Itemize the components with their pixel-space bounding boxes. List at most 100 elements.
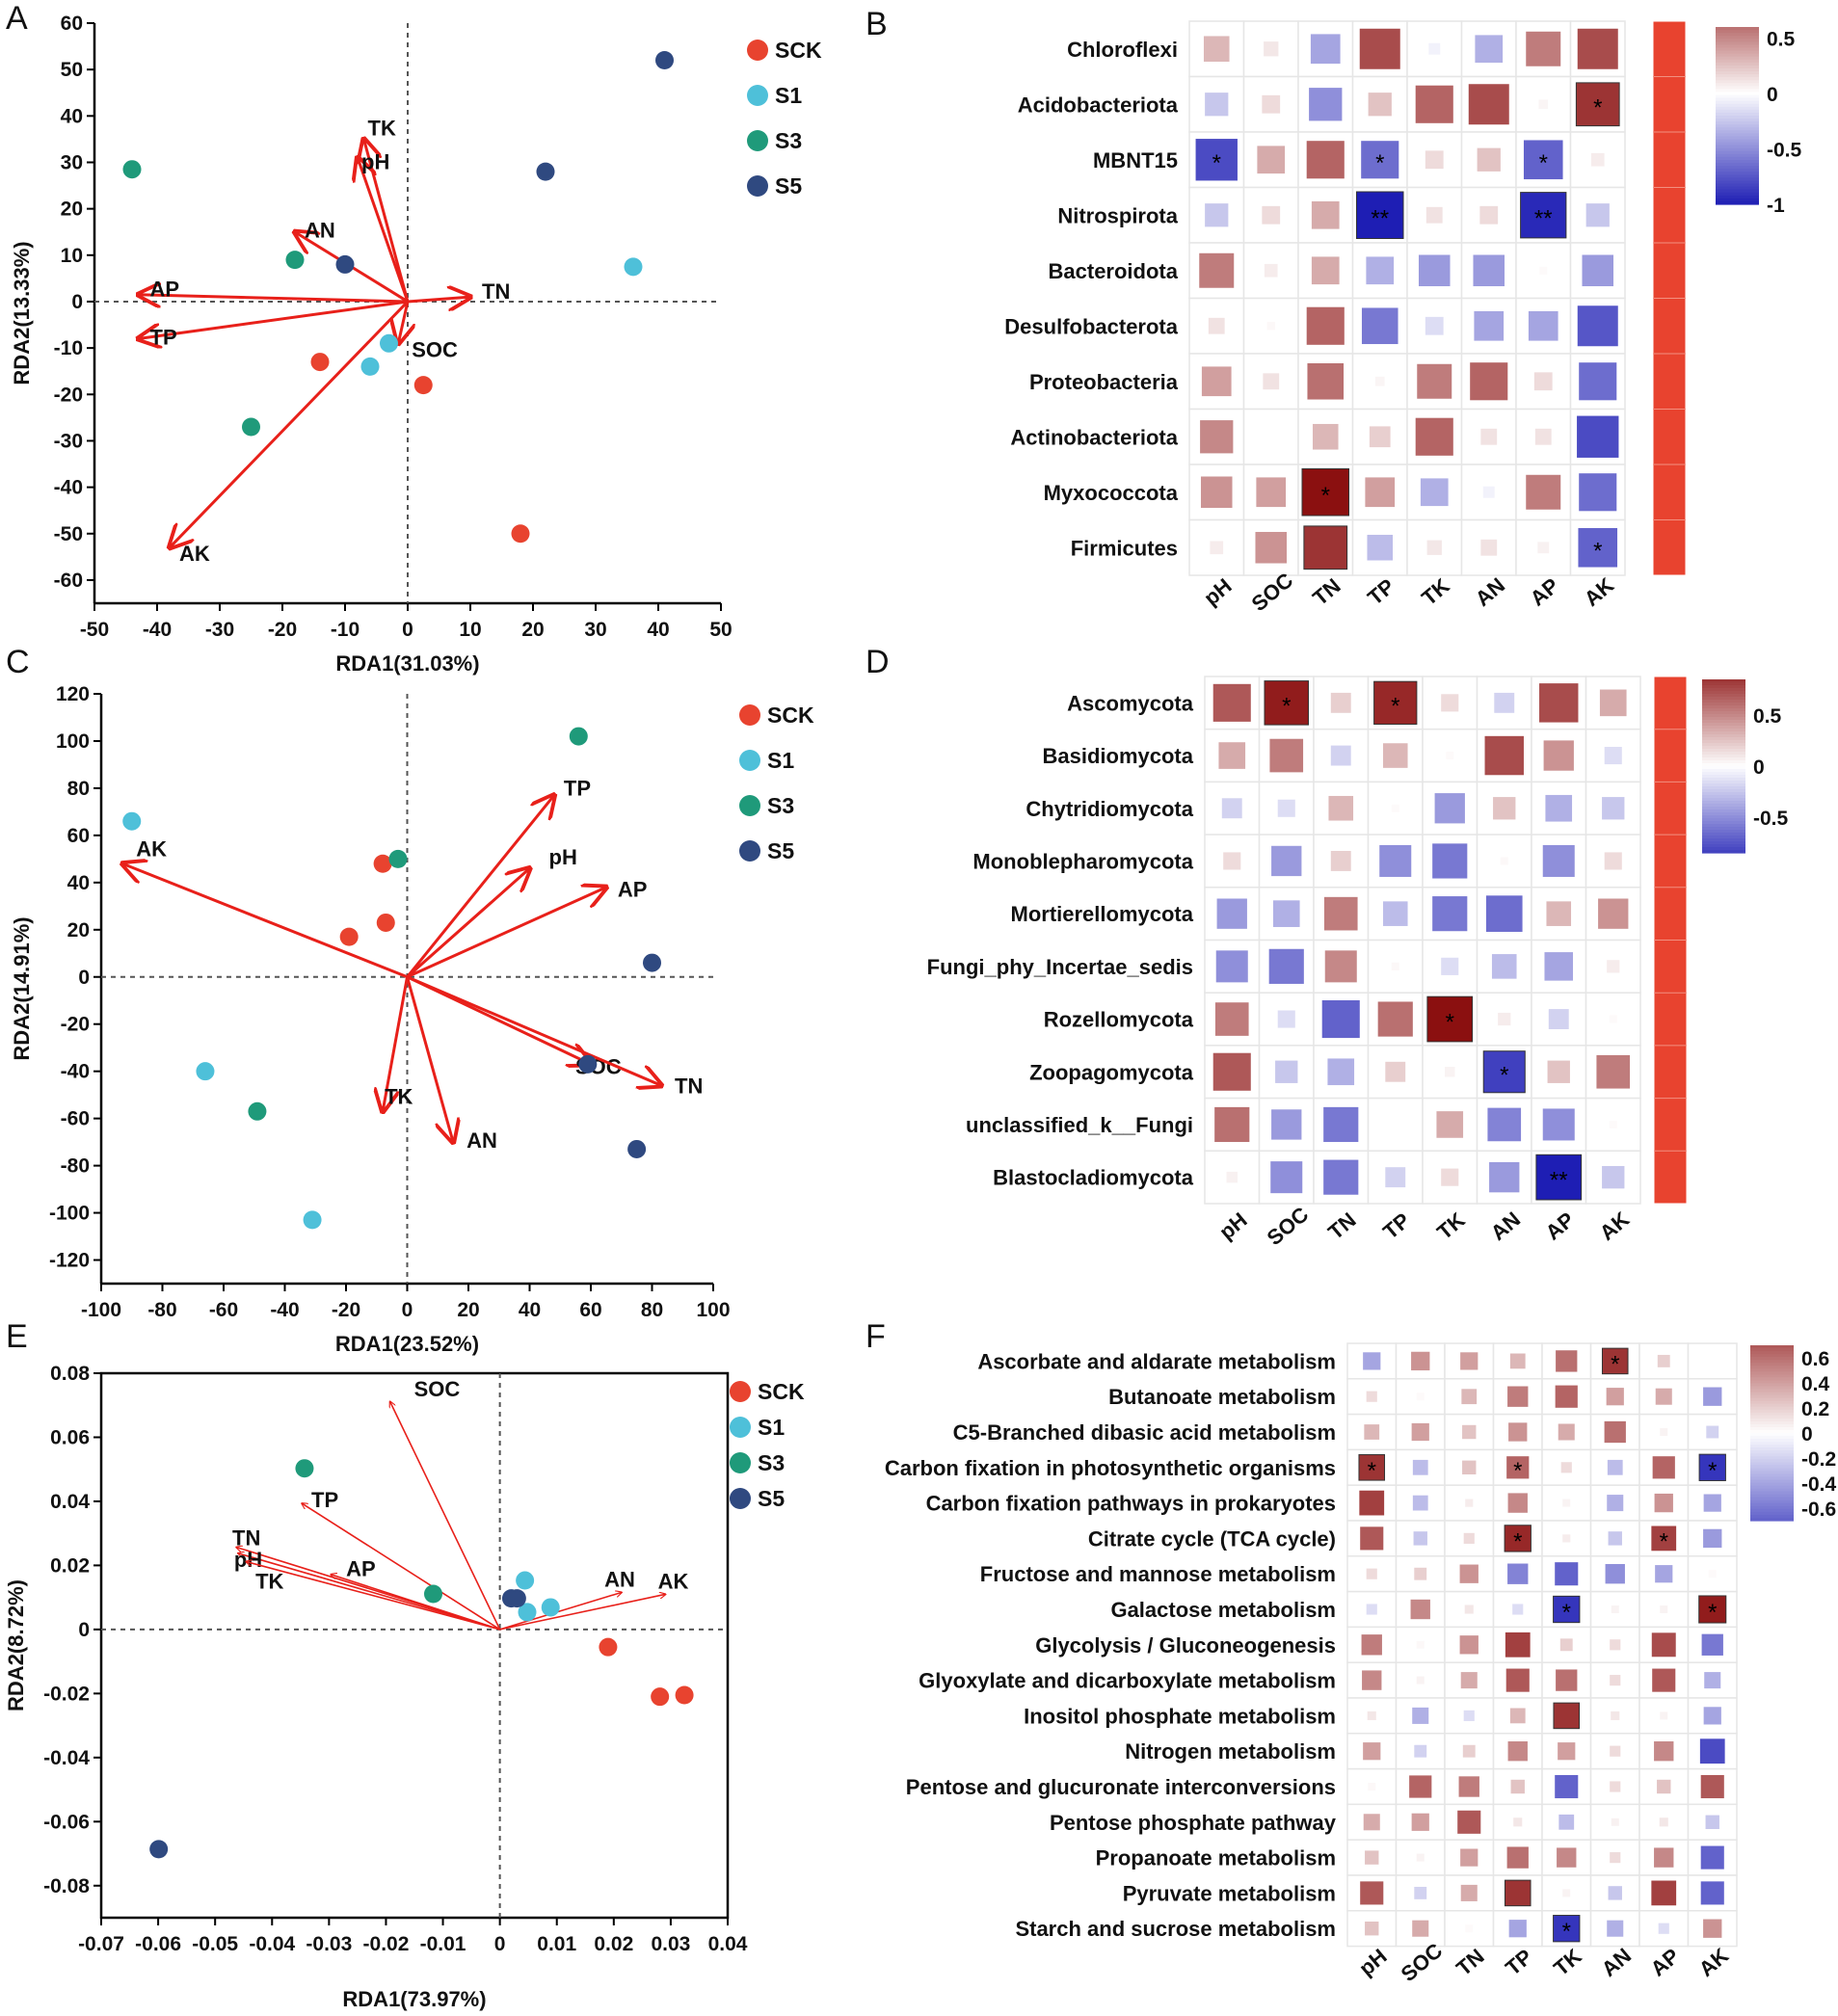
corr-square — [1474, 310, 1505, 341]
corr-square — [1477, 147, 1501, 172]
corr-square — [1505, 1631, 1531, 1658]
colorbar-tick-label: -0.4 — [1801, 1473, 1837, 1496]
corr-square — [1301, 468, 1349, 517]
significance-star: * — [1446, 1010, 1454, 1036]
corr-square — [1462, 1424, 1477, 1440]
heatmap-cell — [1687, 1342, 1738, 1380]
sample-point-s5 — [149, 1840, 169, 1859]
env-arrow-label: AK — [179, 542, 210, 566]
corr-square — [1585, 203, 1610, 227]
corr-square — [1508, 1422, 1528, 1442]
colorbar-segment — [1750, 1508, 1794, 1513]
colorbar-tick-label: 0.4 — [1801, 1373, 1830, 1395]
colorbar-segment — [1750, 1409, 1794, 1414]
significance-star: * — [1368, 1458, 1376, 1484]
corr-square — [1607, 1495, 1624, 1512]
colorbar-segment — [1716, 36, 1759, 40]
corr-square — [1271, 845, 1302, 877]
corr-square — [1485, 895, 1523, 932]
corr-square — [1203, 36, 1230, 63]
corr-square — [1699, 1738, 1725, 1764]
env-arrow-tn — [406, 975, 662, 1086]
env-arrow-tp — [302, 1503, 501, 1631]
colorbar-segment — [1716, 80, 1759, 84]
colorbar-segment — [1750, 1406, 1794, 1411]
corr-square — [1366, 1391, 1377, 1402]
y-tick-label: -40 — [61, 1061, 90, 1083]
corr-square — [1555, 1774, 1579, 1799]
heatmap-cell — [1589, 1484, 1640, 1522]
colorbar-segment — [1750, 1471, 1794, 1475]
legend-label: S5 — [767, 838, 794, 863]
corr-square — [1558, 1742, 1576, 1761]
panel-letter-b: B — [866, 6, 888, 42]
colorbar-tick-label: 0 — [1801, 1423, 1813, 1446]
corr-square — [1560, 1462, 1572, 1473]
corr-square — [1264, 680, 1310, 726]
corr-square — [1654, 1847, 1674, 1868]
legend-label: S1 — [775, 83, 802, 108]
corr-square — [1539, 266, 1548, 275]
corr-square — [1412, 1707, 1429, 1724]
corr-square — [1425, 316, 1444, 335]
row-label: Rozellomycota — [1044, 1008, 1194, 1032]
corr-square — [1660, 1428, 1668, 1436]
corr-square — [1277, 799, 1295, 817]
legend-label: SCK — [767, 703, 814, 728]
corr-square — [1412, 1459, 1428, 1475]
colorbar-segment — [1750, 1426, 1794, 1431]
row-label: Propanoate metabolism — [1096, 1846, 1336, 1870]
significance-star: * — [1375, 150, 1384, 176]
corr-square — [1262, 205, 1281, 225]
corr-square — [1268, 948, 1304, 984]
x-tick-label: -0.05 — [192, 1933, 238, 1955]
panel-letter-f: F — [866, 1318, 886, 1355]
row-label: Inositol phosphate metabolism — [1024, 1704, 1336, 1728]
corr-square — [1270, 1161, 1303, 1194]
colorbar-segment — [1716, 77, 1759, 81]
colorbar-segment — [1750, 1400, 1794, 1405]
env-arrow-tp — [406, 795, 554, 978]
colorbar-segment — [1750, 1415, 1794, 1419]
corr-square — [1604, 747, 1622, 765]
sample-point-s3 — [248, 1101, 267, 1121]
colorbar-segment — [1702, 847, 1745, 851]
row-label: Nitrogen metabolism — [1125, 1739, 1336, 1764]
corr-square — [1459, 1635, 1478, 1655]
colorbar-segment — [1716, 89, 1759, 93]
corr-square — [1205, 93, 1229, 117]
colorbar-segment — [1702, 688, 1745, 692]
column-label: AK — [1595, 1207, 1634, 1245]
row-label: Actinobacteriota — [1010, 425, 1178, 449]
colorbar-segment — [1702, 714, 1745, 718]
y-tick-label: 30 — [61, 151, 83, 173]
corr-square — [1210, 541, 1224, 555]
corr-square — [1610, 1852, 1621, 1864]
env-arrow-soc — [390, 1401, 501, 1631]
corr-square — [1507, 1741, 1528, 1762]
colorbar-segment — [1716, 83, 1759, 87]
colorbar-segment — [1750, 1420, 1794, 1425]
env-arrow-ph — [406, 868, 530, 978]
significance-star: ** — [1550, 1168, 1568, 1194]
y-tick-label: -20 — [61, 1014, 90, 1036]
corr-square — [1200, 420, 1234, 454]
corr-square — [1324, 950, 1357, 983]
corr-square — [1413, 1531, 1427, 1546]
x-axis-label: RDA1(73.97%) — [342, 1987, 486, 2011]
row-label: Pyruvate metabolism — [1123, 1881, 1336, 1905]
x-tick-label: -40 — [270, 1299, 299, 1321]
corr-square — [1367, 534, 1394, 561]
sample-point-s5 — [578, 1054, 598, 1074]
colorbar-segment — [1716, 33, 1759, 37]
colorbar-segment — [1716, 142, 1759, 146]
corr-square — [1700, 1881, 1724, 1905]
significance-star: * — [1593, 94, 1602, 120]
legend-label: S5 — [775, 173, 802, 199]
colorbar-segment — [1702, 685, 1745, 689]
y-tick-label: -20 — [54, 384, 83, 406]
sample-point-sck — [373, 854, 392, 873]
corr-square — [1221, 798, 1242, 819]
colorbar-segment — [1716, 172, 1759, 175]
panel-letter-c: C — [6, 644, 30, 680]
